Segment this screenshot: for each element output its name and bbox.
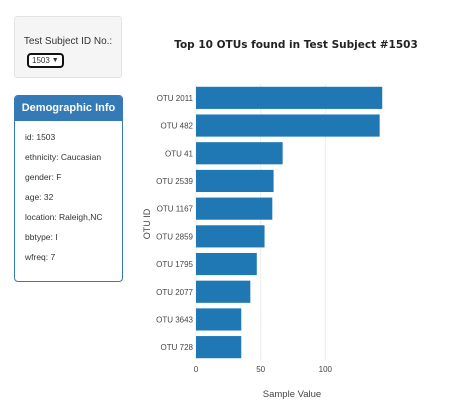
y-axis-label: OTU ID: [142, 208, 152, 239]
y-tick-label: OTU 2859: [156, 232, 193, 241]
subject-id-select[interactable]: 1503 ▼: [27, 53, 64, 68]
y-tick-label: OTU 2539: [156, 177, 193, 186]
demographic-ethnicity: ethnicity: Caucasian: [25, 152, 102, 162]
demographic-gender: gender: F: [25, 172, 62, 182]
subject-id-value: 1503: [32, 56, 50, 65]
demographic-location: location: Raleigh,NC: [25, 212, 103, 222]
demographic-id: id: 1503: [25, 132, 56, 142]
bar[interactable]: [196, 169, 274, 193]
x-axis-label: Sample Value: [263, 389, 321, 400]
x-tick-label: 0: [194, 365, 199, 374]
bar[interactable]: [196, 197, 273, 220]
bar[interactable]: [196, 280, 251, 303]
bar[interactable]: [196, 225, 265, 248]
y-tick-label: OTU 1795: [156, 260, 193, 269]
bar[interactable]: [196, 86, 383, 109]
bar[interactable]: [196, 336, 242, 359]
chart-title: Top 10 OTUs found in Test Subject #1503: [174, 39, 418, 51]
bar[interactable]: [196, 142, 283, 165]
bar[interactable]: [196, 252, 257, 276]
y-tick-label: OTU 41: [165, 149, 194, 158]
demographic-age: age: 32: [25, 192, 54, 202]
demographic-panel: Demographic Info id: 1503 ethnicity: Cau…: [14, 95, 123, 282]
x-tick-label: 100: [319, 365, 333, 374]
y-tick-label: OTU 2011: [157, 94, 194, 103]
x-tick-label: 50: [256, 365, 265, 374]
bar[interactable]: [196, 308, 242, 331]
chevron-down-icon: ▼: [51, 57, 59, 64]
demographic-bbtype: bbtype: I: [25, 232, 58, 242]
y-tick-label: OTU 482: [161, 122, 194, 131]
demographic-panel-title: Demographic Info: [15, 96, 122, 121]
subject-id-label: Test Subject ID No.:: [23, 36, 113, 47]
demographic-wfreq: wfreq: 7: [25, 252, 56, 262]
y-tick-label: OTU 3643: [156, 315, 193, 324]
y-tick-label: OTU 1167: [157, 205, 194, 214]
y-tick-label: OTU 728: [161, 343, 194, 352]
y-tick-label: OTU 2077: [156, 288, 193, 297]
bar[interactable]: [196, 114, 380, 137]
subject-selector-well: Test Subject ID No.: 1503 ▼: [14, 16, 122, 78]
